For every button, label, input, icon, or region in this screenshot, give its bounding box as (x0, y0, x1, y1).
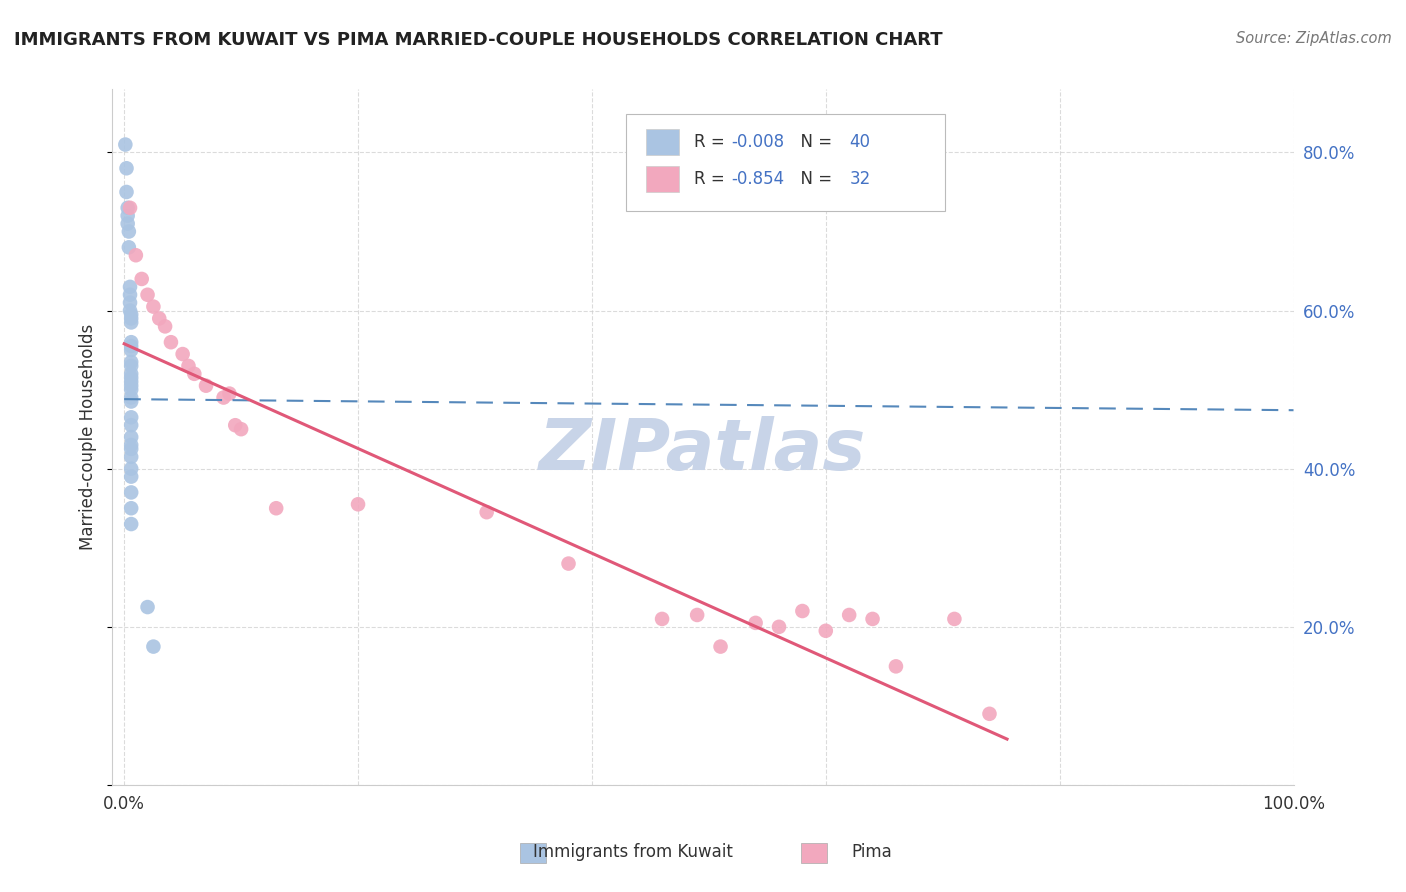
Bar (647, 128, 679, 155)
Point (120, 418, 142, 433)
Point (118, 280, 141, 294)
Point (792, 604, 814, 618)
Point (136, 287, 159, 301)
Point (120, 335, 142, 350)
Text: -0.008: -0.008 (731, 133, 785, 151)
Text: R =: R = (693, 133, 730, 151)
Bar (647, 166, 679, 192)
Point (115, 161, 138, 176)
Point (118, 303, 141, 318)
Point (114, 137, 136, 152)
Point (118, 225, 141, 239)
Point (212, 391, 235, 405)
Text: R =: R = (693, 170, 730, 188)
Point (120, 355, 142, 369)
Point (120, 308, 142, 322)
Point (120, 501, 142, 516)
Text: Immigrants from Kuwait: Immigrants from Kuwait (533, 843, 733, 861)
Point (120, 383, 142, 397)
FancyBboxPatch shape (626, 113, 945, 211)
Point (218, 386, 240, 401)
Point (115, 185, 138, 199)
Text: Source: ZipAtlas.com: Source: ZipAtlas.com (1236, 31, 1392, 46)
Point (120, 461, 142, 475)
Text: 32: 32 (849, 170, 870, 188)
Point (229, 422, 252, 436)
Point (117, 209, 139, 223)
Text: N =: N = (790, 170, 838, 188)
Point (120, 359, 142, 373)
Y-axis label: Married-couple Households: Married-couple Households (79, 324, 97, 550)
Text: Pima: Pima (852, 843, 891, 861)
Point (120, 442, 142, 456)
Point (768, 620, 790, 634)
Point (183, 367, 205, 381)
Point (120, 469, 142, 483)
Point (264, 501, 287, 516)
Point (118, 287, 141, 301)
Point (148, 311, 170, 326)
Point (120, 315, 142, 329)
Point (120, 311, 142, 326)
Point (177, 359, 200, 373)
Text: -0.854: -0.854 (731, 170, 785, 188)
Point (120, 339, 142, 353)
Point (224, 418, 246, 433)
Point (347, 497, 370, 511)
Point (120, 343, 142, 357)
Point (686, 607, 709, 622)
Point (136, 600, 159, 615)
Point (120, 450, 142, 464)
Point (709, 640, 731, 654)
Point (117, 201, 139, 215)
Point (120, 378, 142, 392)
Point (160, 335, 183, 350)
Point (814, 624, 837, 638)
Point (884, 659, 907, 673)
Point (557, 557, 579, 571)
Point (118, 240, 141, 254)
Point (862, 612, 884, 626)
Text: N =: N = (790, 133, 838, 151)
Point (120, 516, 142, 531)
Point (172, 347, 194, 361)
Point (943, 612, 966, 626)
Point (120, 394, 142, 409)
Point (120, 375, 142, 389)
Point (651, 612, 673, 626)
Point (120, 367, 142, 381)
Point (120, 438, 142, 452)
Point (979, 706, 1001, 721)
Point (838, 607, 860, 622)
Point (125, 248, 148, 262)
Point (120, 485, 142, 500)
Point (195, 378, 218, 392)
Point (117, 217, 139, 231)
Text: IMMIGRANTS FROM KUWAIT VS PIMA MARRIED-COUPLE HOUSEHOLDS CORRELATION CHART: IMMIGRANTS FROM KUWAIT VS PIMA MARRIED-C… (14, 31, 942, 49)
Point (153, 319, 176, 334)
Point (142, 640, 165, 654)
Point (120, 430, 142, 444)
Point (118, 295, 141, 310)
Point (118, 201, 141, 215)
Point (120, 410, 142, 425)
Text: 40: 40 (849, 133, 870, 151)
Point (475, 505, 498, 519)
Point (120, 391, 142, 405)
Point (142, 300, 165, 314)
Point (131, 272, 153, 286)
Point (120, 371, 142, 385)
Point (744, 615, 766, 630)
Text: ZIPatlas: ZIPatlas (540, 417, 866, 485)
